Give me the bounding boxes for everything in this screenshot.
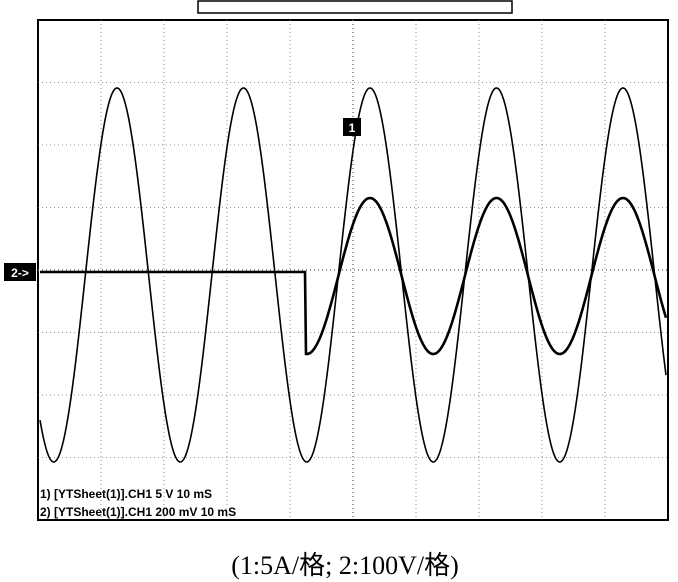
- voltage-wave: [39, 87, 667, 463]
- channel-label: 2) [YTSheet(1)].CH1 200 mV 10 mS: [40, 505, 236, 519]
- ch1-marker: 1: [349, 121, 356, 135]
- channel-label: 1) [YTSheet(1)].CH1 5 V 10 mS: [40, 487, 212, 501]
- current-wave: [40, 196, 668, 356]
- ch1-marker-box: [343, 118, 361, 136]
- trigger-bar: [197, 0, 513, 14]
- ch2-marker-box: [4, 263, 36, 281]
- grid: [38, 20, 668, 520]
- waveforms: [39, 87, 668, 463]
- ch2-marker: 2->: [11, 266, 29, 280]
- caption: (1:5A/格; 2:100V/格): [231, 551, 459, 580]
